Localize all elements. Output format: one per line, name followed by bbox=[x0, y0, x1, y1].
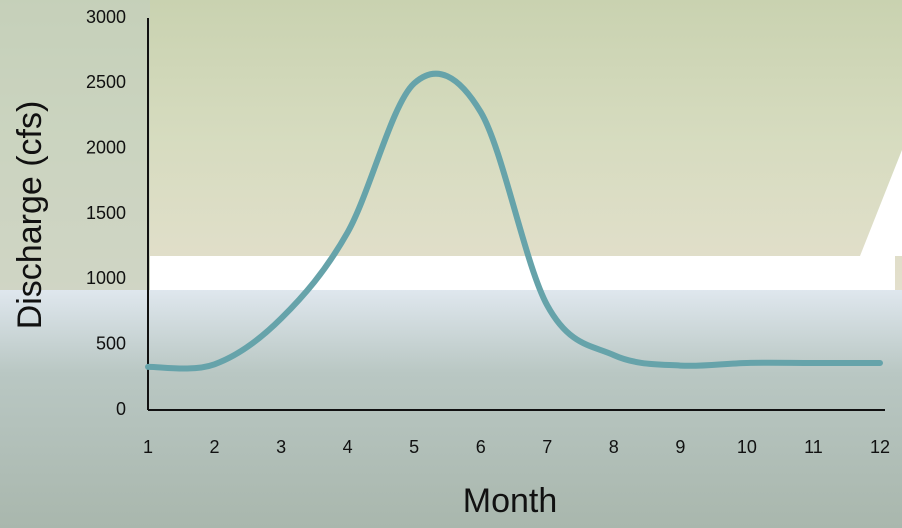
y-axis-title: Discharge (cfs) bbox=[11, 101, 49, 330]
x-tick-label: 1 bbox=[143, 437, 153, 457]
y-tick-label: 500 bbox=[96, 333, 126, 353]
data-line bbox=[145, 70, 883, 372]
x-tick-label: 9 bbox=[675, 437, 685, 457]
x-tick-label: 3 bbox=[276, 437, 286, 457]
y-tick-label: 2000 bbox=[86, 137, 126, 157]
x-tick-label: 6 bbox=[476, 437, 486, 457]
x-axis-title: Month bbox=[463, 482, 558, 520]
background-shape bbox=[860, 150, 902, 256]
x-tick-label: 4 bbox=[343, 437, 353, 457]
y-tick-label: 0 bbox=[116, 399, 126, 419]
y-tick-label: 1000 bbox=[86, 268, 126, 288]
x-tick-label: 2 bbox=[210, 437, 220, 457]
y-tick-label: 2500 bbox=[86, 72, 126, 92]
x-tick-label: 10 bbox=[737, 437, 757, 457]
background-grass bbox=[0, 0, 902, 290]
x-tick-label: 7 bbox=[542, 437, 552, 457]
x-tick-label: 8 bbox=[609, 437, 619, 457]
x-tick-label: 12 bbox=[870, 437, 890, 457]
x-tick-label: 11 bbox=[804, 437, 823, 457]
background-band bbox=[150, 256, 895, 290]
y-tick-label: 1500 bbox=[86, 203, 126, 223]
x-tick-label: 5 bbox=[409, 437, 419, 457]
background-stream bbox=[0, 0, 150, 290]
y-tick-label: 3000 bbox=[86, 7, 126, 27]
